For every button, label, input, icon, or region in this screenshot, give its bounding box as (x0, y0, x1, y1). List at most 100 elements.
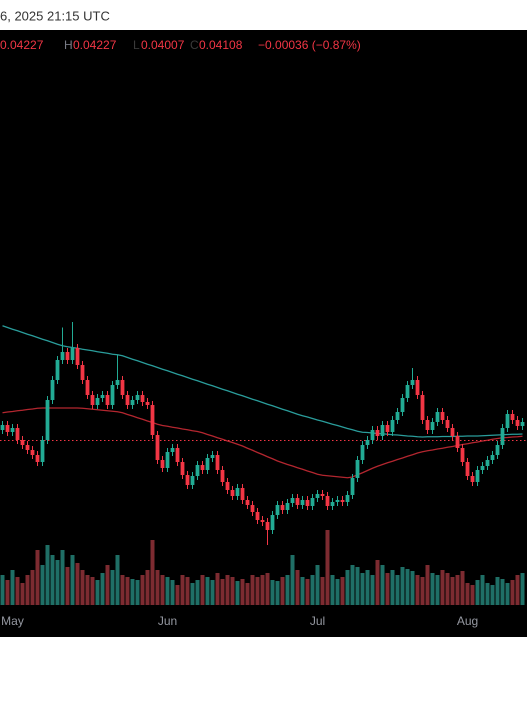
candle-body (490, 455, 495, 460)
candle-body (140, 395, 145, 402)
candle-body (465, 462, 470, 476)
candle-body (315, 494, 320, 498)
candle-body (155, 435, 160, 460)
volume-bar (460, 571, 465, 605)
volume-bar (165, 577, 170, 605)
candle-body (180, 462, 185, 475)
candle-body (455, 436, 460, 448)
volume-bar (70, 555, 75, 605)
volume-bar (185, 577, 190, 605)
volume-bar (15, 577, 20, 605)
plot: May Jun Jul Aug (0, 322, 527, 628)
volume-bar (215, 573, 220, 605)
volume-bar (335, 579, 340, 605)
candle-body (90, 395, 95, 405)
volume-bar (40, 565, 45, 605)
candle-body (65, 352, 70, 360)
volume-bar (520, 573, 525, 605)
candle-body (330, 502, 335, 506)
volume-bar (465, 583, 470, 605)
volume-bar (275, 581, 280, 605)
volume-bar (175, 585, 180, 605)
candle-body (215, 455, 220, 470)
volume-bar (140, 575, 145, 605)
volume-bar (75, 563, 80, 605)
volume-bar (415, 575, 420, 605)
candle-body (75, 348, 80, 365)
volume-bar (210, 580, 215, 605)
candle-body (415, 380, 420, 395)
volume-bar (430, 573, 435, 605)
volume-bar (115, 555, 120, 605)
chart-pane (0, 30, 527, 637)
candle-body (35, 455, 40, 462)
candle-body (495, 445, 500, 455)
candle-body (160, 460, 165, 468)
volume-bar (265, 573, 270, 605)
candle-body (425, 420, 430, 430)
candle-body (20, 440, 25, 445)
candle-body (275, 505, 280, 515)
candle-body (445, 420, 450, 428)
volume-bar (25, 575, 30, 605)
candle-body (45, 400, 50, 440)
candle-body (170, 448, 175, 452)
candle-body (240, 488, 245, 500)
volume-bar (320, 577, 325, 605)
ohlc-open: 0.04227 (0, 38, 44, 52)
volume-bar (480, 575, 485, 605)
candle-body (135, 395, 140, 400)
candle-body (40, 440, 45, 462)
volume-bar (300, 577, 305, 605)
candle-body (190, 476, 195, 485)
x-tick-label: Jun (158, 614, 177, 628)
volume-bar (410, 571, 415, 605)
candle-body (250, 505, 255, 512)
candle-body (340, 500, 345, 502)
candle-body (30, 450, 35, 455)
volume-bar (255, 577, 260, 605)
volume-bar (150, 540, 155, 605)
candle-body (225, 482, 230, 490)
candle-body (405, 385, 410, 398)
ohlc-low: 0.04007 (141, 38, 185, 52)
volume-bar (285, 575, 290, 605)
volume-bar (5, 580, 10, 605)
candle-body (460, 448, 465, 462)
candle-body (185, 475, 190, 485)
volume-bar (135, 580, 140, 605)
volume-bar (470, 585, 475, 605)
volume-bar (305, 579, 310, 605)
volume-bar (235, 581, 240, 605)
volume-bar (155, 570, 160, 605)
candle-body (520, 422, 525, 426)
volume-bar (230, 577, 235, 605)
candle-body (500, 428, 505, 445)
candle-body (280, 505, 285, 510)
candle-body (260, 520, 265, 522)
candle-body (60, 352, 65, 360)
ohlc-high: 0.04227 (73, 38, 117, 52)
candle-body (420, 395, 425, 420)
volume-bar (90, 577, 95, 605)
candle-body (50, 380, 55, 400)
candle-body (485, 460, 490, 466)
volume-bar (195, 580, 200, 605)
volume-bar (55, 560, 60, 605)
volume-bar (20, 583, 25, 605)
volume-bar (100, 573, 105, 605)
candle-body (430, 422, 435, 430)
timestamp: 6, 2025 21:15 UTC (0, 8, 110, 23)
candle-body (350, 478, 355, 495)
volume-bar (310, 575, 315, 605)
candle-body (335, 500, 340, 502)
candle-body (55, 360, 60, 380)
volume-bar (495, 577, 500, 605)
x-tick-label: Jul (310, 614, 325, 628)
candle-body (395, 412, 400, 420)
volume-bar (10, 570, 15, 605)
candle-body (365, 440, 370, 445)
moving-average (2, 407, 523, 479)
candle-body (100, 395, 105, 398)
